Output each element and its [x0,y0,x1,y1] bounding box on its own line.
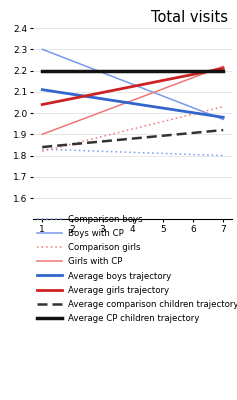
Legend: Comparison boys, Boys with CP, Comparison girls, Girls with CP, Average boys tra: Comparison boys, Boys with CP, Compariso… [37,215,237,323]
Text: Total visits: Total visits [151,10,228,26]
